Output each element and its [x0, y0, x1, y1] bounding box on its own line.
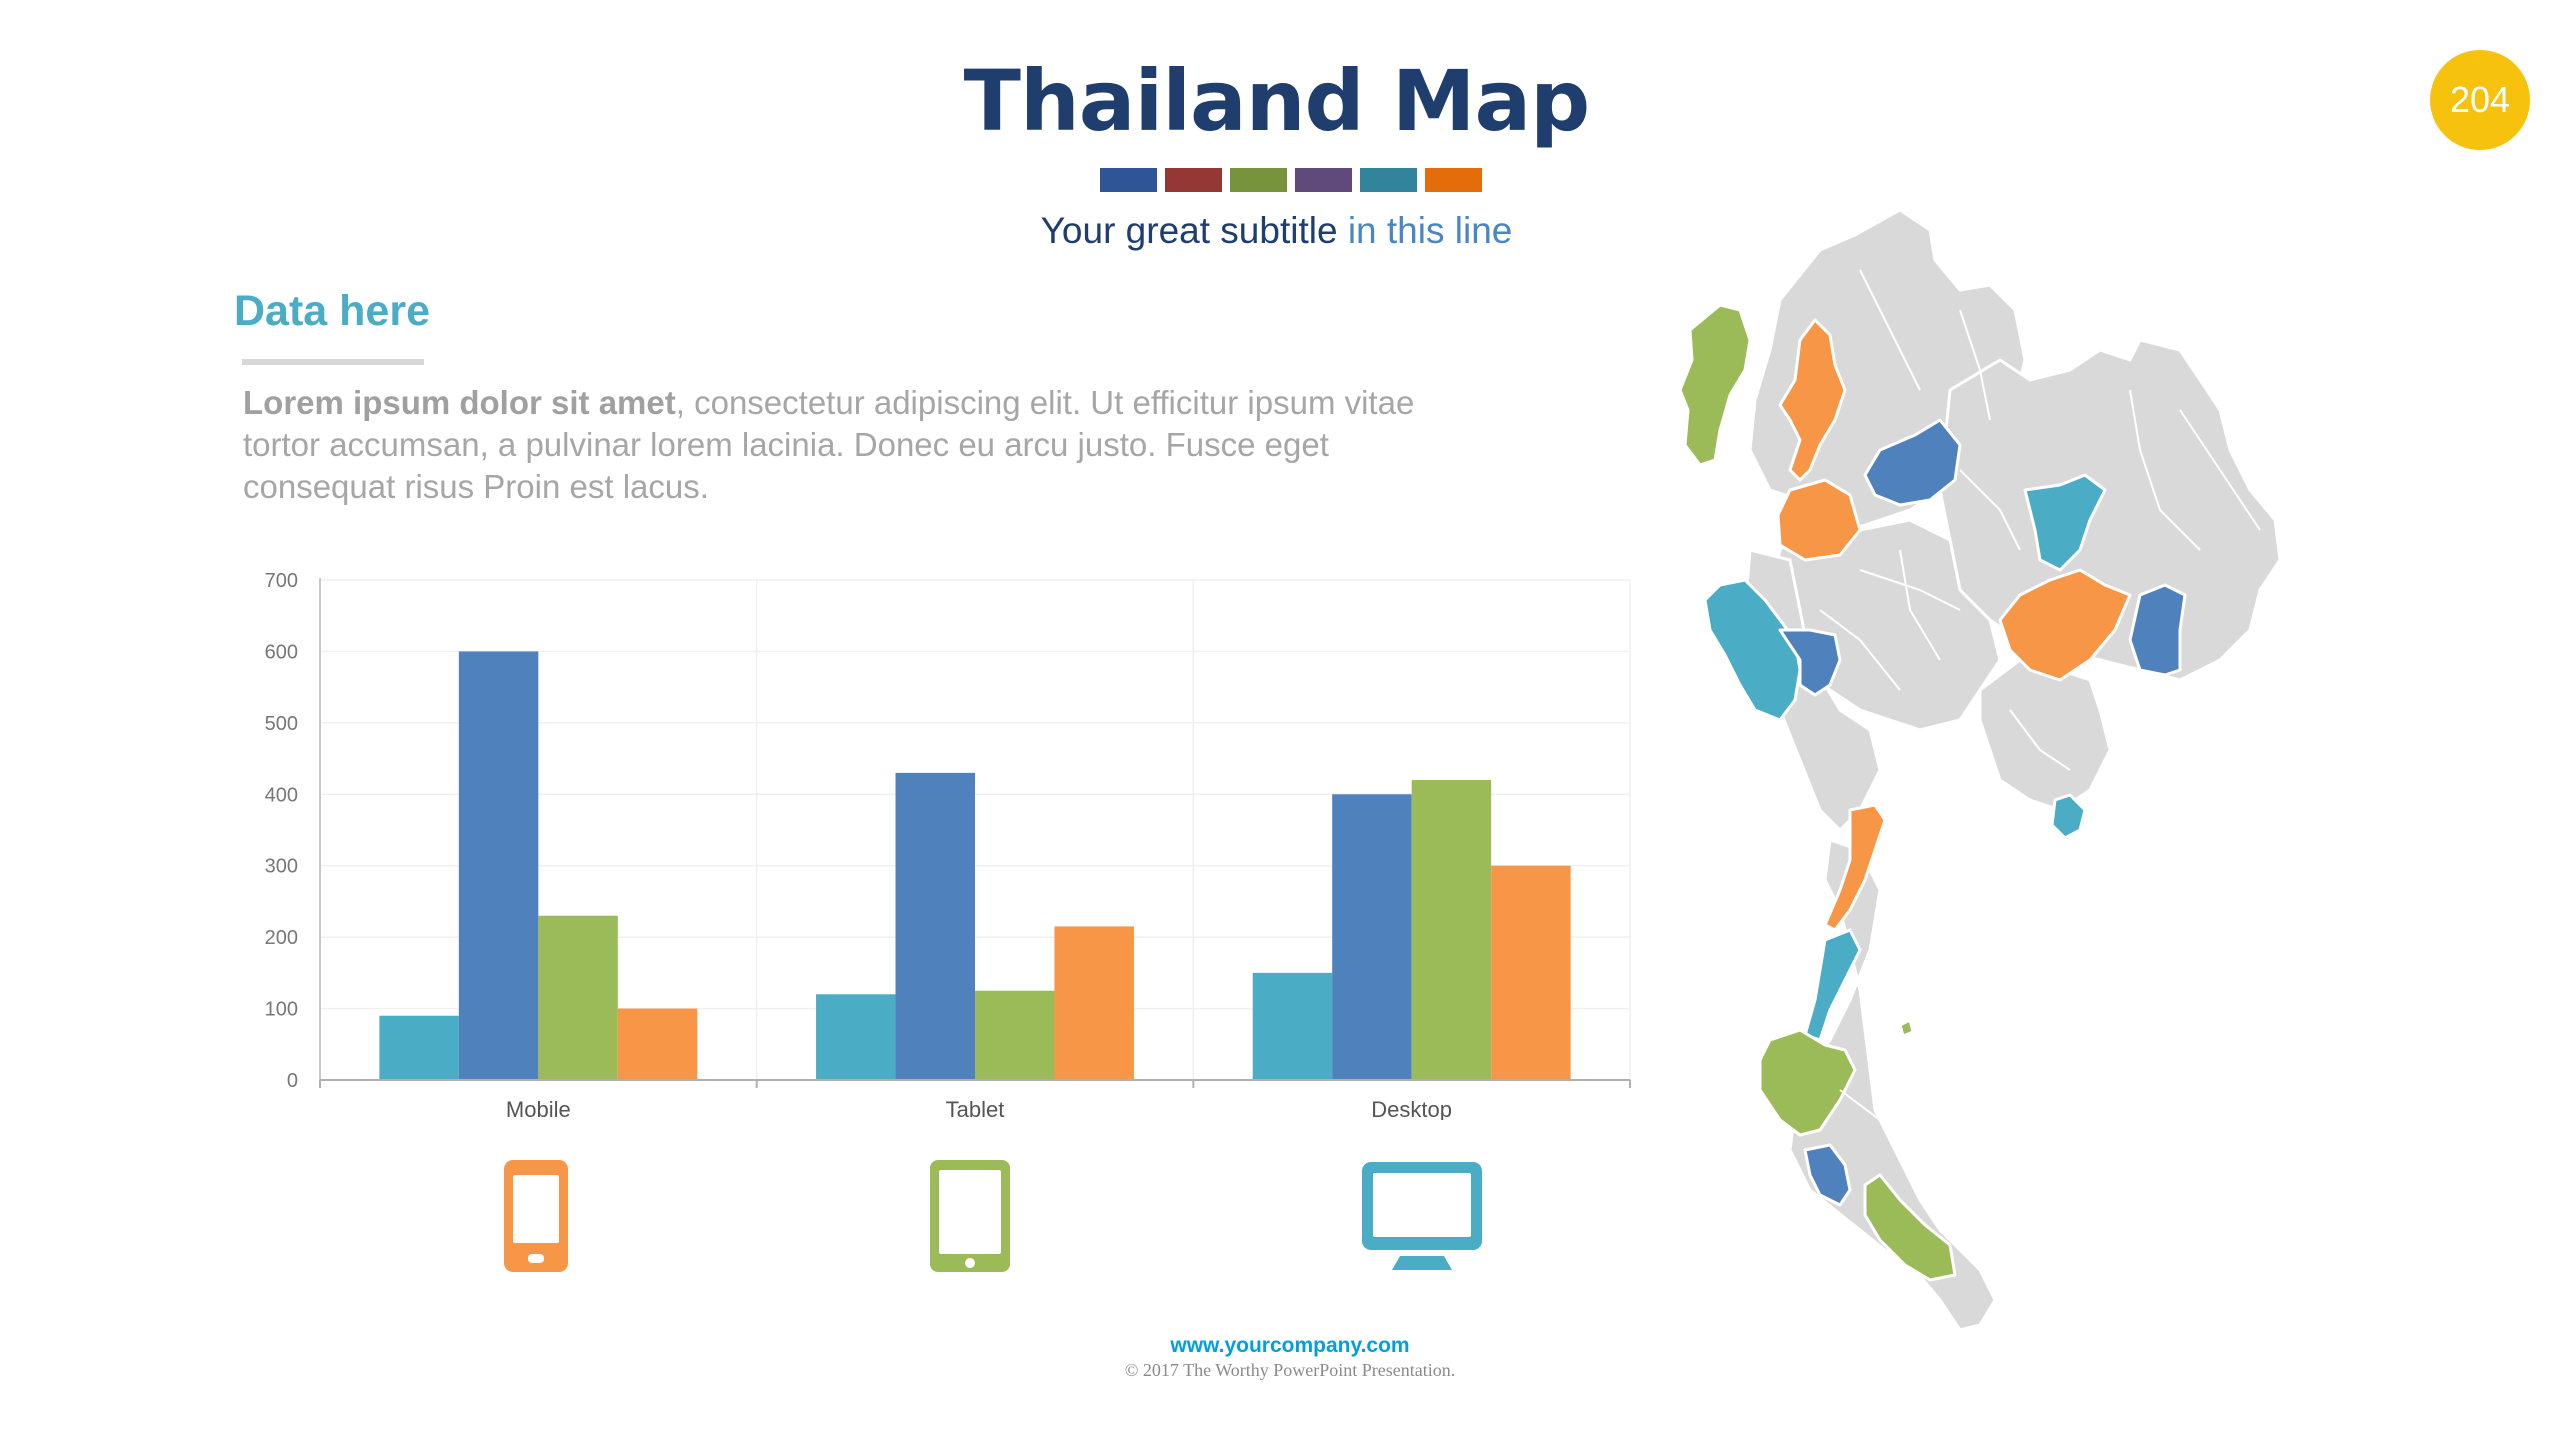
footer-url[interactable]: www.yourcompany.com: [1170, 1334, 1410, 1357]
body-bold-lead: Lorem ipsum dolor sit amet: [243, 384, 676, 421]
bar: [538, 915, 618, 1080]
color-swatch: [1295, 168, 1352, 192]
tablet-icon: [930, 1160, 1010, 1272]
map-province-teal-south: [1803, 928, 1862, 1042]
y-tick-label: 700: [265, 570, 298, 592]
color-swatch: [1100, 168, 1157, 192]
bar: [379, 1015, 459, 1080]
subtitle-accent: in this line: [1347, 210, 1513, 251]
page-title: Thailand Map: [963, 52, 1591, 150]
body-text-rest: , consectetur adipiscing elit. Ut effici…: [243, 384, 1415, 505]
mobile-phone-icon: [504, 1160, 568, 1272]
y-tick-label: 0: [287, 1070, 298, 1092]
section-title: Data here: [234, 287, 430, 335]
map-region-east: [1978, 658, 2112, 812]
map-province-teal-northeast: [2023, 473, 2107, 572]
page-subtitle: Your great subtitle in this line: [0, 210, 2553, 252]
color-swatch: [1165, 168, 1222, 192]
bar: [975, 990, 1055, 1080]
chart-axes: [319, 578, 1631, 1088]
bar: [816, 994, 896, 1080]
section-divider: [242, 359, 424, 365]
bar: [1491, 865, 1571, 1080]
map-island-green-east: [1898, 1018, 1915, 1038]
bar: [617, 1008, 698, 1080]
x-category-label: Mobile: [506, 1097, 571, 1120]
bar: [1332, 794, 1412, 1080]
color-swatch: [1425, 168, 1482, 192]
bar: [895, 772, 975, 1080]
bar: [1054, 926, 1134, 1080]
color-swatch: [1230, 168, 1287, 192]
bar-chart: 0 100 200 300 400 500 600 700 Mobile Tablet Deskto…: [265, 570, 1631, 1120]
bar: [1252, 972, 1333, 1080]
chart-labels: 0 100 200 300 400 500 600 700 Mobile Tablet Deskto…: [265, 570, 1452, 1120]
map-province-orange-northeast: [1998, 568, 2132, 682]
map-province-teal-west: [1703, 578, 1802, 722]
color-swatch: [1360, 168, 1417, 192]
y-tick-label: 100: [265, 999, 298, 1021]
map-province-orange-south: [1823, 803, 1887, 932]
map-province-orange-north-central: [1776, 478, 1862, 562]
page-number-badge: 204: [2430, 50, 2530, 150]
bar: [1411, 780, 1492, 1080]
thailand-map: [1678, 208, 2282, 1332]
x-category-label: Tablet: [946, 1097, 1005, 1120]
y-tick-label: 600: [265, 641, 298, 663]
desktop-monitor-icon: [1362, 1162, 1482, 1270]
map-province-green-south: [1758, 1028, 1857, 1137]
map-province-blue-north: [1863, 418, 1962, 507]
map-province-green-deep-south: [1863, 1173, 1957, 1282]
bar: [458, 651, 539, 1080]
footer-copyright: © 2017 The Worthy PowerPoint Presentatio…: [1124, 1360, 1456, 1380]
y-tick-label: 300: [265, 856, 298, 878]
body-paragraph: Lorem ipsum dolor sit amet, consectetur …: [243, 382, 1423, 508]
map-province-blue-south: [1803, 1143, 1852, 1207]
subtitle-main: Your great subtitle: [1040, 210, 1338, 251]
y-tick-label: 500: [265, 713, 298, 735]
map-province-orange-north: [1778, 318, 1847, 482]
map-province-blue-northeast: [2128, 583, 2187, 677]
map-province-green-northwest: [1678, 303, 1752, 467]
y-tick-label: 200: [265, 927, 298, 949]
chart-bars: [379, 651, 1571, 1080]
map-province-blue-west: [1778, 628, 1842, 697]
y-tick-label: 400: [265, 784, 298, 806]
x-category-label: Desktop: [1371, 1097, 1452, 1120]
color-swatch-strip: [1100, 168, 1482, 192]
map-province-teal-east: [2050, 793, 2087, 840]
